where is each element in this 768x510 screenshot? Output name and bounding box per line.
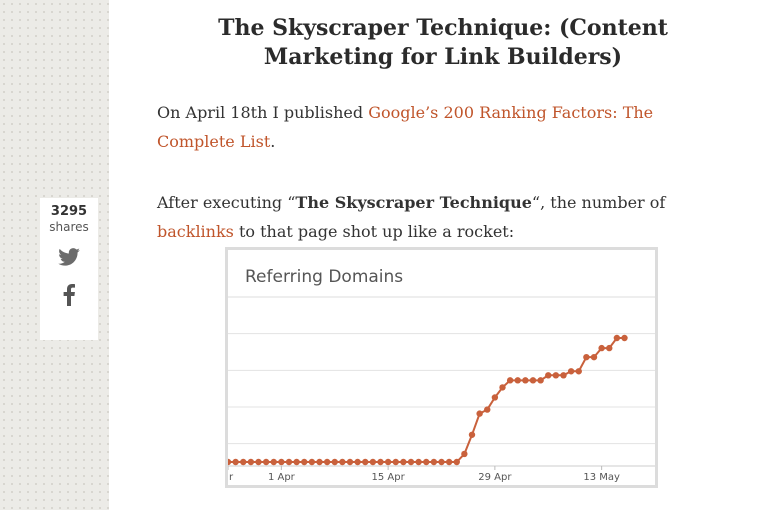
chart-canvas: Referring Domains r 1 Apr 15 Apr 29 Apr 13 M… (228, 267, 655, 483)
x-tick-label: 15 Apr (372, 472, 406, 483)
data-point (354, 458, 361, 466)
x-tick-label: r (229, 472, 234, 483)
data-point (583, 353, 590, 361)
data-point (621, 334, 628, 342)
share-count: 3295 (50, 204, 88, 219)
data-point (228, 458, 232, 466)
data-point (468, 431, 476, 438)
data-point (323, 458, 331, 466)
data-point (453, 458, 460, 466)
data-point (506, 377, 514, 384)
article-content: The Skyscraper Technique: (Content Marke… (157, 0, 727, 246)
paragraph-text: On April 18th I published (157, 103, 369, 122)
paragraph-text: After executing “ (157, 193, 296, 212)
referring-domains-chart: Referring Domains r 1 Apr 15 Apr 29 Apr 13 M… (225, 247, 658, 488)
data-point (262, 458, 270, 466)
data-point (240, 458, 247, 466)
data-point (430, 458, 438, 466)
data-point (522, 377, 529, 384)
data-point (606, 344, 613, 352)
x-tick-label: 29 Apr (478, 472, 512, 483)
data-point (590, 353, 598, 361)
paragraph-published: On April 18th I published Google’s 200 R… (157, 98, 727, 156)
data-point (384, 458, 392, 466)
data-point (255, 458, 262, 466)
data-point (278, 458, 285, 466)
data-point (514, 377, 521, 384)
data-point (560, 372, 567, 379)
data-point (499, 384, 506, 391)
data-point (400, 458, 407, 466)
data-point (415, 458, 422, 466)
data-point (438, 458, 445, 466)
data-point (575, 368, 582, 375)
data-point (598, 344, 605, 352)
data-point (301, 458, 308, 466)
paragraph-end: to that page shot up like a rocket: (233, 222, 515, 241)
share-widget: 3295 shares (40, 198, 98, 340)
data-point (232, 458, 239, 466)
data-point (369, 458, 377, 466)
share-label: shares (49, 220, 89, 234)
paragraph-result: After executing “The Skyscraper Techniqu… (157, 188, 727, 246)
data-point (476, 410, 483, 417)
data-point (484, 406, 491, 413)
data-point (346, 458, 354, 466)
data-point (552, 372, 560, 379)
data-point (392, 458, 399, 466)
data-point (529, 377, 537, 384)
data-point (316, 458, 323, 466)
ranking-factors-link[interactable]: Google’s 200 Ranking Factors: The Comple… (157, 103, 654, 151)
data-point (567, 368, 575, 375)
data-point (537, 377, 544, 384)
data-point (377, 458, 384, 466)
data-point (407, 458, 415, 466)
paragraph-text: “, the number of (531, 193, 666, 212)
data-point (308, 458, 316, 466)
data-point (339, 458, 346, 466)
data-point (545, 372, 552, 379)
backlinks-link[interactable]: backlinks (157, 222, 234, 241)
technique-name: The Skyscraper Technique (295, 193, 532, 212)
twitter-icon[interactable] (58, 248, 80, 266)
data-point (362, 458, 369, 466)
data-point (445, 458, 453, 466)
data-point (613, 334, 621, 342)
data-point (423, 458, 430, 466)
data-point (293, 458, 300, 466)
x-tick-label: 13 May (583, 472, 620, 483)
data-point (247, 458, 255, 466)
data-point (491, 394, 499, 401)
chart-title: Referring Domains (245, 267, 403, 287)
x-tick-label: 1 Apr (268, 472, 296, 483)
paragraph-end: . (270, 132, 276, 151)
facebook-icon[interactable] (62, 284, 76, 306)
data-point (331, 458, 338, 466)
data-point (285, 458, 293, 466)
article-title: The Skyscraper Technique: (Content Marke… (218, 15, 668, 70)
data-point (461, 450, 468, 458)
data-point (270, 458, 277, 466)
